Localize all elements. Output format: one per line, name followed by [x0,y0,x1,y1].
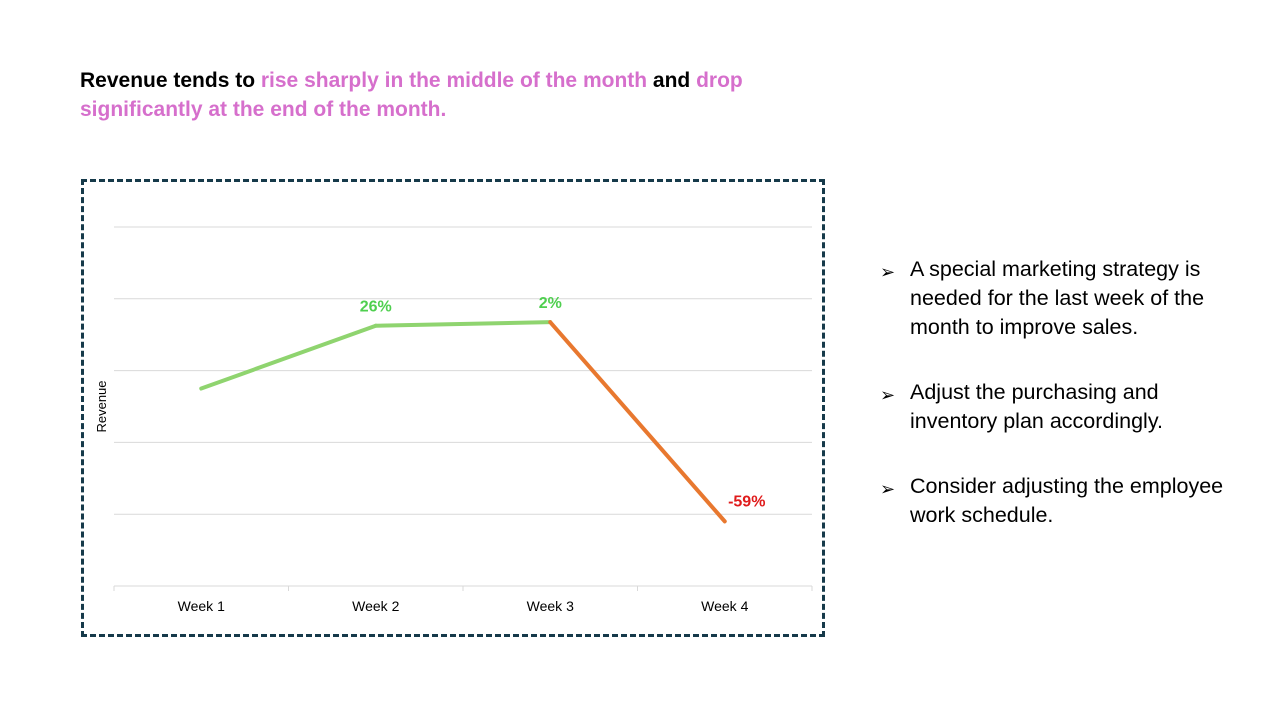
x-tick-label: Week 4 [701,598,748,614]
takeaway-item: ➢ A special marketing strategy is needed … [880,255,1250,342]
data-label: 2% [539,295,562,312]
increase-line-segment [199,323,378,391]
x-tick-label: Week 2 [352,598,399,614]
y-axis-label: Revenue [94,380,109,432]
x-tick-label: Week 1 [178,598,225,614]
headline-middle: and [647,69,697,92]
arrow-bullet-icon: ➢ [880,385,896,405]
data-label: 26% [360,299,392,316]
headline: Revenue tends to rise sharply in the mid… [80,66,840,124]
revenue-line-chart: Week 1 Week 2 Week 3 Week 4 26% 2% -59% Reven… [94,226,813,614]
arrow-bullet-icon: ➢ [880,262,896,282]
takeaway-text: Adjust the purchasing and inventory plan… [910,380,1163,433]
takeaway-text: A special marketing strategy is needed f… [910,257,1205,339]
takeaway-text: Consider adjusting the employee work sch… [910,474,1224,527]
decrease-line-segment [548,320,727,524]
headline-lead: Revenue tends to [80,69,261,92]
increase-line-segment [373,320,553,328]
arrow-bullet-icon: ➢ [880,479,896,499]
headline-highlight-drop: drop significantly at the end of the mon… [80,69,743,121]
headline-highlight-rise: rise sharply in the middle of the month [260,69,648,92]
x-tick-label: Week 3 [527,598,574,614]
chart-frame: Week 1 Week 2 Week 3 Week 4 26% 2% -59% Reven… [81,179,825,637]
data-label: -59% [728,493,765,510]
takeaway-item: ➢ Adjust the purchasing and inventory pla… [880,378,1250,436]
takeaway-list: ➢ A special marketing strategy is needed … [880,255,1250,566]
takeaway-item: ➢ Consider adjusting the employee work sc… [880,472,1250,530]
